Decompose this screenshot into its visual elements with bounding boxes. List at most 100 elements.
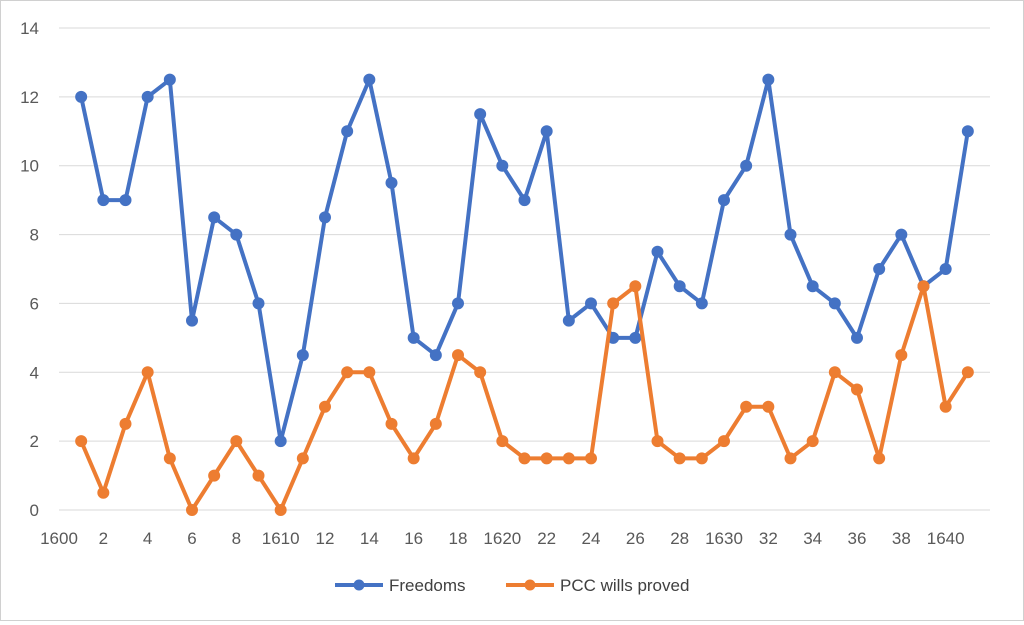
x-tick-label: 1610 [262,529,300,548]
data-point [961,125,974,138]
data-point [651,435,664,448]
y-tick-label: 12 [20,88,39,107]
gridlines [59,27,990,442]
x-tick-label: 34 [803,529,822,548]
data-point [452,297,464,310]
data-point [784,452,797,465]
data-point [806,435,819,448]
data-point [474,366,487,379]
data-point [873,452,886,465]
x-tick-label: 28 [670,529,689,548]
data-point [718,435,730,448]
legend-item: PCC wills proved [506,576,689,595]
y-tick-label: 8 [30,226,39,245]
x-tick-label: 1600 [40,529,78,548]
x-tick-label: 6 [187,529,196,548]
data-point [585,452,597,465]
data-point [873,263,886,275]
data-point [75,90,88,103]
series-line [79,77,970,444]
data-point [673,280,686,293]
y-tick-label: 2 [30,432,39,451]
data-point [718,194,730,207]
data-point [230,435,243,448]
data-point [895,349,908,362]
data-point [806,280,819,293]
data-point [895,228,908,241]
data-point [629,280,642,293]
data-point [562,452,575,465]
data-point [119,417,132,430]
y-tick-label: 6 [30,294,39,313]
data-point [296,349,309,362]
x-tick-label: 2 [99,529,108,548]
y-tick-label: 4 [30,363,39,382]
data-point [540,452,553,465]
x-tick-label: 4 [143,529,152,548]
data-point [163,73,176,86]
data-point [740,400,753,413]
data-point [452,349,464,362]
x-tick-label: 26 [626,529,645,548]
data-point [252,297,265,310]
x-tick-label: 18 [449,529,468,548]
legend-item: Freedoms [335,576,466,595]
data-point [274,435,287,448]
data-point [385,417,398,430]
data-point [518,452,531,465]
x-tick-label: 12 [316,529,335,548]
data-point [230,228,243,241]
data-point [917,280,930,293]
legend: Freedoms PCC wills proved [335,576,689,595]
x-tick-label: 1630 [705,529,743,548]
x-tick-label: 1640 [927,529,965,548]
series-layer [75,73,974,516]
data-point [319,400,331,413]
data-point [695,452,708,465]
data-point [939,400,952,413]
data-point [585,297,597,310]
data-point [828,297,841,310]
x-tick-label: 38 [892,529,911,548]
legend-label: PCC wills proved [560,576,689,595]
data-point [341,125,354,138]
data-point [274,504,287,516]
data-point [762,400,775,413]
data-point [518,194,531,207]
data-point [851,383,863,396]
legend-marker [353,579,365,591]
data-point [296,452,309,465]
data-point [429,349,442,362]
data-point [629,331,642,344]
x-tick-label: 22 [537,529,556,548]
x-tick-label: 8 [232,529,241,548]
data-point [208,211,221,224]
data-point [341,366,354,379]
x-tick-label: 14 [360,529,379,548]
data-point [429,417,442,430]
x-tick-label: 36 [848,529,867,548]
data-point [363,366,376,379]
series-1 [75,280,974,516]
data-point [163,452,176,465]
data-point [186,504,198,516]
data-point [784,228,797,241]
data-point [474,108,487,121]
x-tick-label: 24 [582,529,601,548]
data-point [97,486,110,499]
y-tick-label: 0 [30,501,39,520]
x-tick-label: 32 [759,529,778,548]
data-point [939,263,952,275]
data-point [607,297,620,310]
data-point [540,125,553,138]
legend-marker [524,579,536,591]
data-point [319,211,331,224]
data-point [740,159,753,172]
data-point [828,366,841,379]
data-point [695,297,708,310]
data-point [97,194,110,207]
y-tick-label: 14 [20,19,39,38]
